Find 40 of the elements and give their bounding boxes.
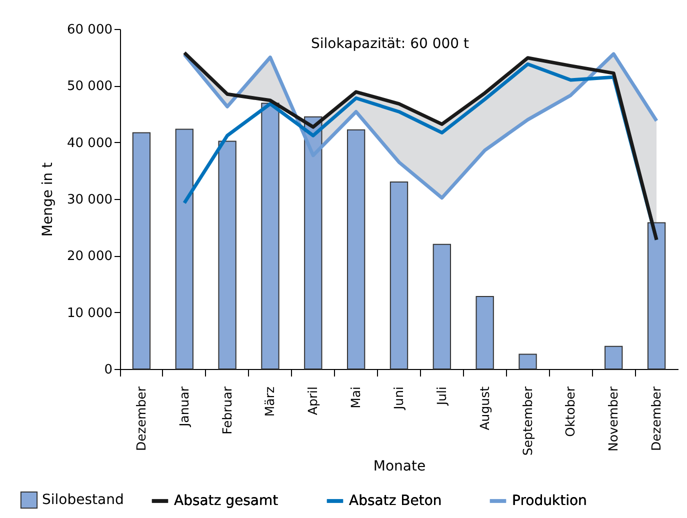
legend-label: Absatz gesamt <box>174 493 279 509</box>
bar <box>432 244 452 370</box>
line-series <box>182 52 658 200</box>
y-tick-label: 30 000 <box>67 192 112 208</box>
legend-label: Produktion <box>512 493 587 509</box>
bar <box>518 354 537 370</box>
bar <box>647 222 666 370</box>
legend-label: Silobestand <box>42 492 124 508</box>
y-tick-label: 50 000 <box>67 79 112 94</box>
x-tick-label: November <box>606 386 621 452</box>
x-tick-label: September <box>520 386 535 456</box>
y-tick-label: 10 000 <box>67 306 112 321</box>
x-tick-label: April <box>305 386 320 416</box>
x-tick-label: Februar <box>219 386 234 434</box>
x-tick-label: Dezember <box>648 386 664 452</box>
bar <box>604 346 623 370</box>
y-tick-label: 40 000 <box>67 136 112 151</box>
x-tick-label: Juni <box>391 386 406 411</box>
x-tick-label: August <box>476 386 492 430</box>
x-tick-label: Januar <box>176 386 192 428</box>
bar <box>346 129 366 370</box>
y-tick-label: 60 000 <box>67 22 112 38</box>
y-tick-label: 20 000 <box>67 249 112 264</box>
x-tick-label: März <box>262 386 278 417</box>
x-axis-title: Monate <box>373 458 426 475</box>
y-tick-label: 0 <box>104 362 112 378</box>
x-tick-label: Mai <box>348 386 364 408</box>
bar <box>261 102 280 370</box>
bar <box>476 296 494 370</box>
x-tick-label: Juli <box>434 386 449 406</box>
bar <box>390 182 408 370</box>
bar <box>218 140 236 370</box>
x-tick-label: Dezember <box>133 386 148 452</box>
x-tick-label: Oktober <box>562 386 578 437</box>
bar <box>304 116 322 370</box>
y-axis-title: Menge in t <box>40 162 56 237</box>
legend-label: Absatz Beton <box>349 493 442 509</box>
bar <box>132 132 151 370</box>
annotation: Silokapazität: 60 000 t <box>310 36 470 52</box>
bar <box>175 128 194 370</box>
